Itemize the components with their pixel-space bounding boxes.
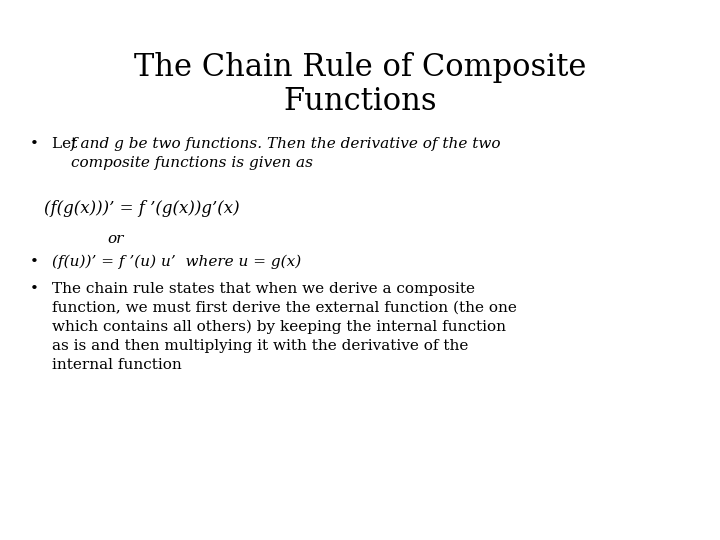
Text: (f(g(x)))’ = f ’(g(x))g’(x): (f(g(x)))’ = f ’(g(x))g’(x): [44, 200, 240, 217]
Text: or: or: [107, 232, 123, 246]
Text: Functions: Functions: [283, 86, 437, 117]
Text: (f(u))’ = f ’(u) u’  where u = g(x): (f(u))’ = f ’(u) u’ where u = g(x): [52, 255, 301, 269]
Text: •: •: [30, 282, 39, 296]
Text: The chain rule states that when we derive a composite
function, we must first de: The chain rule states that when we deriv…: [52, 282, 517, 373]
Text: •: •: [30, 255, 39, 269]
Text: •: •: [30, 137, 39, 151]
Text: The Chain Rule of Composite: The Chain Rule of Composite: [134, 52, 586, 83]
Text: f and g be two functions. Then the derivative of the two
composite functions is : f and g be two functions. Then the deriv…: [71, 137, 502, 170]
Text: Let: Let: [52, 137, 82, 151]
